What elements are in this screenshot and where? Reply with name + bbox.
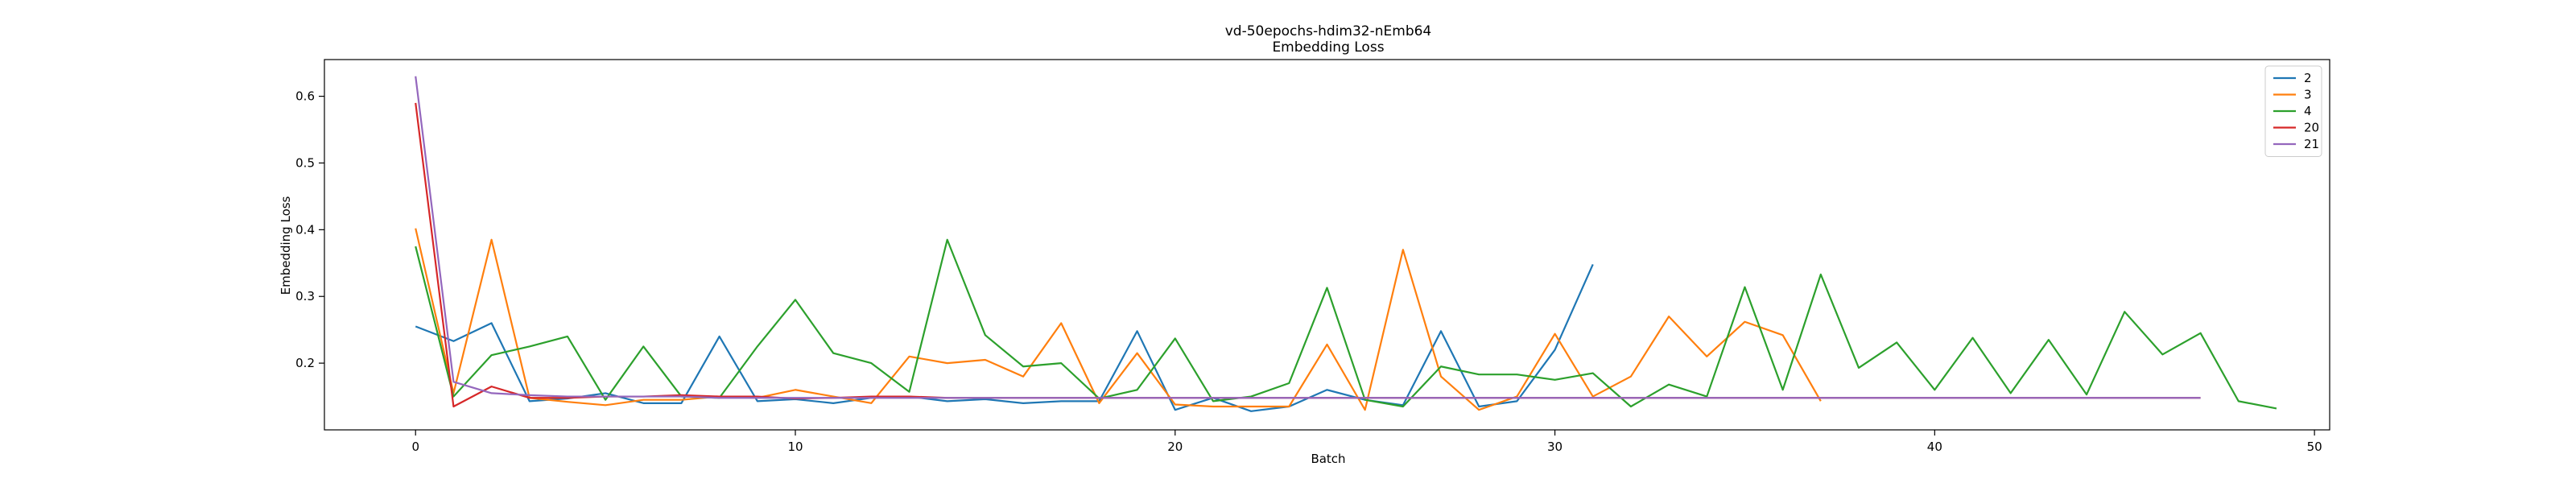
x-tick-label: 0 xyxy=(411,440,419,454)
series-line-21 xyxy=(415,76,2201,399)
series-line-20 xyxy=(415,102,2201,408)
legend-label-2: 2 xyxy=(2304,71,2312,85)
series-line-2 xyxy=(415,264,1594,412)
y-tick-label: 0.6 xyxy=(295,89,315,104)
legend-label-4: 4 xyxy=(2304,104,2312,118)
x-tick-label: 50 xyxy=(2307,440,2322,454)
x-tick-label: 30 xyxy=(1547,440,1563,454)
y-tick-label: 0.4 xyxy=(295,222,315,237)
y-tick-label: 0.5 xyxy=(295,155,315,170)
y-tick-label: 0.2 xyxy=(295,356,315,370)
chart-subtitle: Embedding Loss xyxy=(1272,39,1384,56)
series-line-4 xyxy=(415,238,2277,410)
y-tick-label: 0.3 xyxy=(295,289,315,303)
legend-label-20: 20 xyxy=(2304,121,2319,135)
legend: 2 3 4 20 21 xyxy=(2264,65,2322,157)
plot-frame xyxy=(324,59,2330,431)
y-axis-label: Embedding Loss xyxy=(279,196,293,295)
x-axis-label: Batch xyxy=(1311,452,1345,466)
x-tick-label: 10 xyxy=(787,440,803,454)
x-tick-label: 40 xyxy=(1927,440,1942,454)
chart-title: vd-50epochs-hdim32-nEmb64 xyxy=(1225,23,1432,39)
legend-label-3: 3 xyxy=(2304,88,2312,102)
plot-area: 0 10 20 30 40 50 0.2 0.3 0.4 0.5 0.6 xyxy=(295,59,2330,454)
legend-label-21: 21 xyxy=(2304,137,2319,151)
series-line-3 xyxy=(415,228,1822,411)
x-tick-label: 20 xyxy=(1167,440,1183,454)
